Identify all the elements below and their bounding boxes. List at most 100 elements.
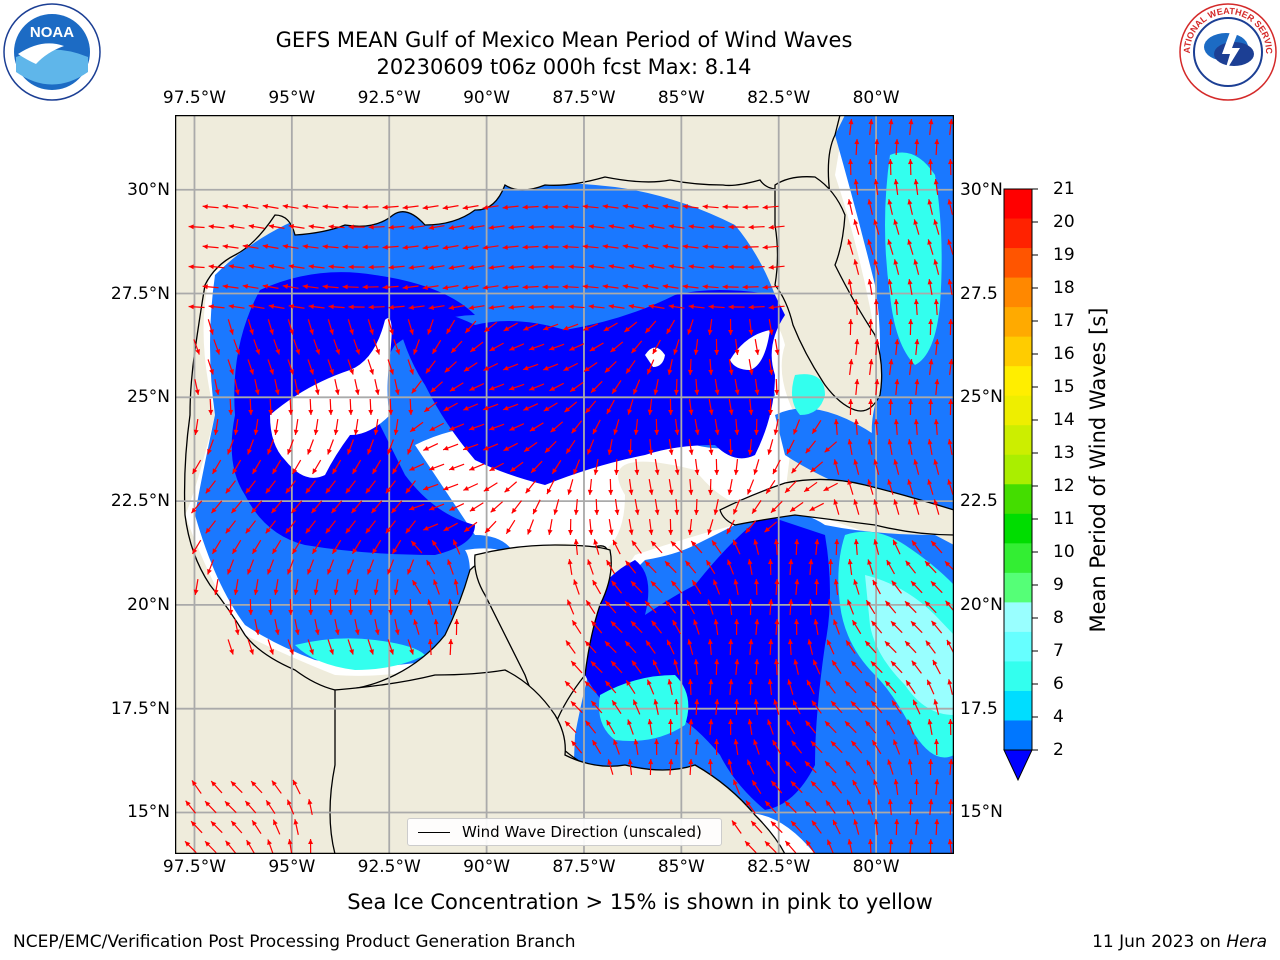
wind-arrow [348, 224, 365, 230]
wind-arrow [210, 820, 223, 834]
wind-arrow [348, 598, 354, 616]
wind-arrow [674, 498, 680, 516]
wind-arrow [630, 340, 643, 354]
wind-arrow [823, 482, 838, 492]
wind-arrow [208, 304, 225, 310]
wind-arrow [873, 219, 880, 235]
wind-arrow [928, 798, 934, 816]
wind-arrow [873, 779, 880, 795]
wind-arrow [408, 598, 414, 616]
wind-arrow [768, 304, 785, 310]
colorbar-segment [1004, 395, 1032, 426]
colorbar-tick-label: 9 [1053, 575, 1064, 595]
wind-arrow [188, 264, 205, 270]
wind-arrow [748, 398, 754, 416]
wind-arrow [503, 322, 518, 332]
colorbar-segment [1004, 602, 1032, 633]
wind-arrow [762, 244, 779, 250]
wind-arrow [831, 780, 843, 794]
wind-arrow [328, 598, 334, 616]
wind-arrow [927, 719, 933, 735]
wind-arrow [848, 398, 854, 416]
wind-arrow [614, 498, 620, 516]
wind-arrow [804, 760, 817, 774]
wind-arrow [713, 499, 719, 515]
period-field-4to8-bay-campeche [295, 638, 425, 670]
wind-arrow [853, 298, 859, 316]
wind-arrow [846, 799, 855, 815]
colorbar-tick-label: 8 [1053, 608, 1064, 628]
wind-arrow [228, 264, 245, 270]
wind-arrow [622, 204, 639, 209]
lon-tick-top: 95°W [268, 88, 316, 108]
wind-arrow [227, 559, 235, 575]
wind-arrow [367, 439, 374, 455]
colorbar-segment [1004, 631, 1032, 662]
wind-arrow [913, 739, 919, 755]
wind-arrow [928, 118, 934, 136]
nws-logo: NATIONAL WEATHER SERVICE [1178, 2, 1277, 101]
wind-arrow [228, 224, 245, 230]
wind-arrow [523, 323, 539, 331]
wind-arrow [322, 204, 339, 210]
wind-arrow [570, 700, 583, 714]
wind-arrow [362, 204, 379, 210]
wind-arrow [748, 318, 754, 336]
wind-arrow [468, 305, 485, 310]
wind-arrow [632, 379, 641, 395]
wind-arrow [644, 600, 657, 614]
lat-tick-right: 25°N [960, 387, 1003, 408]
wind-arrow [288, 264, 305, 270]
wind-arrow [407, 319, 414, 335]
wind-arrow [887, 199, 893, 215]
wind-arrow [610, 620, 623, 634]
wind-arrow [868, 358, 874, 376]
wind-arrow [808, 598, 814, 616]
wind-arrow [602, 244, 619, 250]
wind-arrow [668, 439, 674, 455]
wind-arrow [422, 284, 439, 290]
wind-arrow [887, 759, 894, 775]
wind-arrow [302, 244, 319, 250]
wind-arrow [213, 579, 219, 595]
wind-arrow [688, 398, 694, 416]
wind-arrow [582, 204, 599, 210]
wind-arrow [708, 304, 725, 310]
wind-arrow [933, 259, 940, 275]
colorbar-segment [1004, 248, 1032, 279]
wind-arrow [250, 780, 263, 794]
wind-arrow [774, 339, 780, 355]
wind-arrow [582, 284, 599, 290]
wind-arrow [830, 740, 843, 754]
wind-arrow [728, 359, 734, 375]
legend-line-sample [418, 831, 450, 833]
wind-arrow [614, 458, 620, 476]
wind-arrow [947, 439, 953, 455]
wind-arrow [768, 638, 774, 656]
wind-arrow [867, 239, 874, 255]
wind-arrow [826, 639, 835, 655]
wind-arrow [528, 383, 545, 391]
wind-arrow [483, 482, 498, 492]
wind-arrow [325, 480, 336, 494]
wind-arrow [604, 640, 617, 654]
wind-arrow [247, 439, 254, 455]
wind-arrow [873, 818, 879, 836]
wind-arrow [933, 178, 939, 196]
wind-arrow [204, 840, 217, 854]
wind-arrow [246, 839, 256, 854]
wind-arrow [422, 523, 439, 531]
lon-tick-top: 80°W [852, 88, 900, 108]
wind-arrow [871, 620, 883, 634]
wind-arrow [646, 679, 655, 695]
wind-arrow [765, 479, 776, 495]
wind-arrow [666, 639, 675, 655]
wind-arrow [529, 422, 544, 432]
lon-tick-top: 90°W [463, 88, 511, 108]
wind-arrow [928, 318, 934, 336]
wind-arrow [528, 264, 545, 270]
date-text: 11 Jun 2023 on [1092, 932, 1227, 952]
wind-arrow [347, 559, 355, 575]
wind-arrow [407, 639, 414, 655]
wind-arrow [762, 204, 779, 210]
